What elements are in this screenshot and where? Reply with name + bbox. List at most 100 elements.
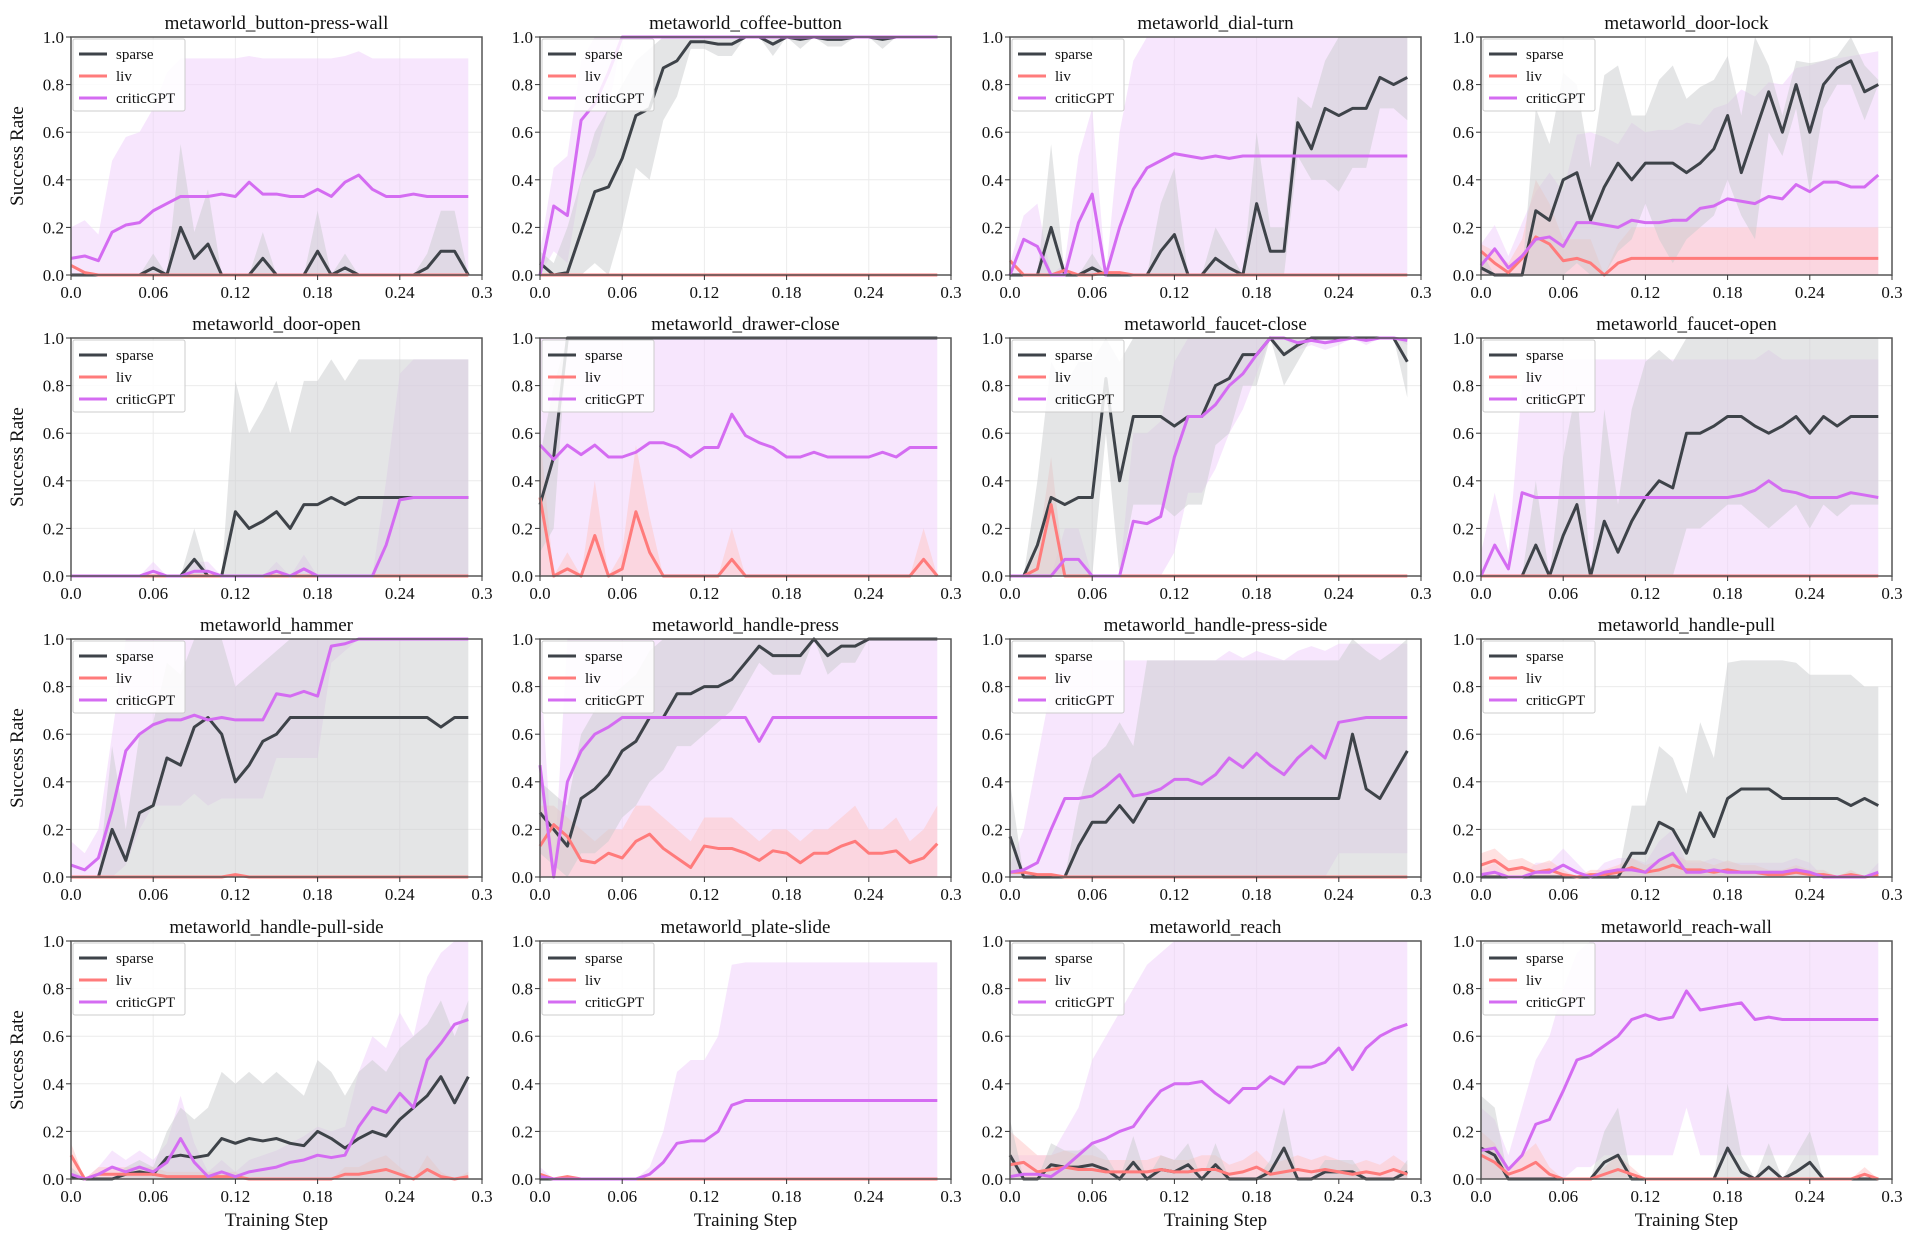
sparse-line (1481, 415, 1879, 578)
axes-frame (1480, 638, 1893, 878)
y-tick-label: 0.0 (1453, 266, 1474, 285)
axes-frame (1480, 337, 1893, 577)
legend-label-sparse: sparse (1526, 951, 1564, 967)
x-tick-label: 0.0 (529, 283, 550, 302)
subplot-title: metaworld_faucet-open (1596, 314, 1777, 335)
y-tick-label: 0.0 (1453, 567, 1474, 586)
x-tick-label: 0.12 (1160, 1187, 1190, 1206)
liv-band (540, 433, 938, 576)
subplot-title: metaworld_plate-slide (661, 917, 831, 938)
subplot-metaworld_handle-pull: 0.0 0.06 0.12 0.18 0.24 0.3 0.0 0.2 0.4 0.6 0.8 1.0… (1453, 615, 1903, 904)
y-tick-label: 0.4 (982, 472, 1004, 491)
x-tick-label: 0.24 (1795, 1187, 1825, 1206)
x-tick-label: 0.3 (1881, 885, 1902, 904)
x-tick-label: 0.0 (999, 1187, 1020, 1206)
axes-frame (70, 337, 483, 577)
legend-box (1482, 640, 1596, 714)
liv-band (1481, 1131, 1879, 1179)
x-tick-label: 0.06 (1548, 283, 1578, 302)
x-tick-label: 0.0 (999, 885, 1020, 904)
y-tick-label: 0.8 (982, 678, 1003, 697)
y-tick-label: 0.6 (982, 424, 1003, 443)
y-tick-label: 0.0 (43, 868, 64, 887)
y-tick-label: 1.0 (1453, 932, 1474, 951)
axes-frame (70, 940, 483, 1180)
y-tick-label: 0.8 (982, 377, 1003, 396)
y-tick-label: 0.2 (43, 218, 64, 237)
criticGPT-line (538, 716, 938, 879)
x-tick-label: 0.18 (1713, 584, 1743, 603)
x-axis-label: Training Step (225, 1210, 328, 1231)
x-tick-label: 0.3 (1410, 584, 1431, 603)
legend-label-liv: liv (116, 671, 132, 687)
legend-box (1011, 942, 1125, 1016)
legend-label-sparse: sparse (1526, 649, 1564, 665)
criticGPT-line (1479, 173, 1880, 270)
x-axis-label: Training Step (1635, 1210, 1738, 1231)
y-tick-label: 0.0 (982, 567, 1003, 586)
legend: sparse liv criticGPT (72, 640, 186, 714)
y-tick-label: 0.0 (43, 1170, 64, 1189)
y-tick-label: 1.0 (512, 28, 533, 47)
y-tick-label: 0.6 (1453, 725, 1474, 744)
legend-label-criticGPT: criticGPT (1526, 91, 1585, 107)
y-tick-label: 0.4 (982, 171, 1004, 190)
axes-frame (70, 638, 483, 878)
y-tick-label: 0.0 (982, 1170, 1003, 1189)
subplot-title: metaworld_faucet-close (1124, 314, 1307, 335)
subplot-metaworld_button-press-wall: 0.0 0.06 0.12 0.18 0.24 0.3 0.0 0.2 0.4 0.6 0.8 1.0… (7, 13, 493, 302)
y-tick-label: 0.6 (982, 725, 1003, 744)
legend-box (541, 942, 655, 1016)
y-tick-label: 0.6 (43, 725, 64, 744)
axes-frame (539, 638, 952, 878)
y-tick-label: 0.0 (982, 266, 1003, 285)
y-tick-label: 0.2 (1453, 820, 1474, 839)
x-tick-label: 0.12 (221, 283, 251, 302)
criticGPT-line (1480, 851, 1879, 879)
x-tick-label: 0.12 (1160, 584, 1190, 603)
legend-label-liv: liv (1055, 671, 1071, 687)
axes-frame (1009, 940, 1422, 1180)
y-tick-label: 0.6 (1453, 1027, 1474, 1046)
y-tick-label: 0.8 (1453, 980, 1474, 999)
x-tick-label: 0.18 (772, 283, 802, 302)
x-tick-label: 0.12 (1631, 1187, 1661, 1206)
y-tick-label: 0.0 (982, 868, 1003, 887)
legend-label-liv: liv (585, 370, 601, 386)
y-tick-label: 1.0 (43, 630, 64, 649)
y-tick-label: 0.2 (982, 820, 1003, 839)
y-tick-label: 0.6 (43, 1027, 64, 1046)
x-tick-label: 0.24 (854, 1187, 884, 1206)
x-tick-label: 0.3 (471, 885, 492, 904)
y-tick-label: 0.4 (43, 472, 65, 491)
sparse-line (70, 1075, 470, 1181)
x-tick-label: 0.06 (138, 584, 168, 603)
x-tick-label: 0.0 (1470, 885, 1491, 904)
subplot-metaworld_handle-press-side: 0.0 0.06 0.12 0.18 0.24 0.3 0.0 0.2 0.4 0.6 0.8 1.0… (982, 615, 1432, 904)
x-tick-label: 0.18 (303, 283, 333, 302)
legend-label-criticGPT: criticGPT (116, 91, 175, 107)
x-tick-label: 0.24 (1324, 283, 1354, 302)
y-tick-label: 0.4 (43, 773, 65, 792)
legend-label-criticGPT: criticGPT (116, 693, 175, 709)
legend: sparse liv criticGPT (1011, 640, 1125, 714)
legend-box (1011, 339, 1125, 413)
x-tick-label: 0.0 (529, 885, 550, 904)
legend: sparse liv criticGPT (541, 339, 655, 413)
legend: sparse liv criticGPT (1482, 640, 1596, 714)
y-tick-label: 1.0 (43, 329, 64, 348)
legend: sparse liv criticGPT (1011, 38, 1125, 112)
subplot-title: metaworld_handle-pull-side (169, 917, 383, 938)
subplot-title: metaworld_button-press-wall (165, 13, 389, 34)
criticGPT-line (1479, 479, 1879, 577)
y-tick-label: 0.0 (43, 567, 64, 586)
legend-label-liv: liv (585, 973, 601, 989)
x-tick-label: 0.24 (1324, 1187, 1354, 1206)
legend-box (1011, 38, 1125, 112)
x-tick-label: 0.3 (1881, 1187, 1902, 1206)
legend-label-sparse: sparse (1526, 348, 1564, 364)
y-tick-label: 0.8 (512, 76, 533, 95)
y-tick-label: 0.4 (1453, 773, 1475, 792)
x-tick-label: 0.24 (1795, 584, 1825, 603)
x-tick-label: 0.06 (607, 885, 637, 904)
